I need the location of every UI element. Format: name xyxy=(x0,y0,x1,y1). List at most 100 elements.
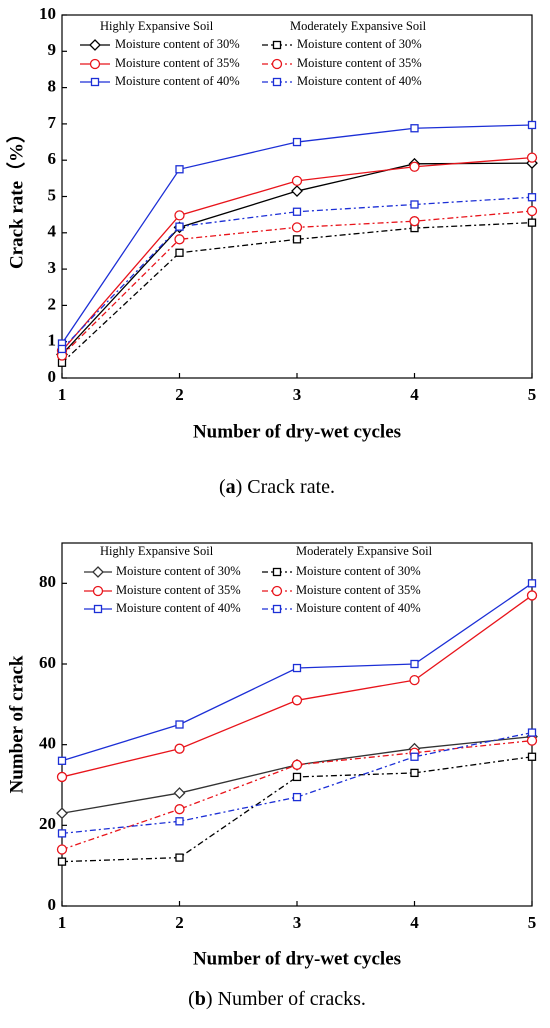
marker xyxy=(174,234,185,245)
y-tick-label: 0 xyxy=(48,895,57,914)
marker xyxy=(175,853,184,862)
x-axis-title: Number of dry-wet cycles xyxy=(193,421,401,442)
legend-group-title: Moderately Expansive Soil xyxy=(290,19,427,33)
marker xyxy=(527,120,537,130)
plot-frame xyxy=(61,542,533,907)
x-tick-label: 1 xyxy=(58,385,67,404)
marker xyxy=(527,752,537,761)
chart: 0 20 40 60 80 1 2 3 4 5 Number of dry-wet cycles Nu… xyxy=(6,542,538,1010)
marker xyxy=(272,77,282,87)
legend-label: Moisture content of 40% xyxy=(296,601,421,615)
legend-group-title: Moderately Expansive Soil xyxy=(296,544,433,558)
marker xyxy=(175,720,184,729)
caption-prefix: ( xyxy=(219,476,226,498)
series-line xyxy=(61,594,533,778)
marker xyxy=(291,759,303,770)
marker xyxy=(56,844,68,855)
marker xyxy=(292,207,302,216)
legend-label: Moisture content of 30% xyxy=(296,564,421,578)
marker xyxy=(409,216,420,227)
marker xyxy=(173,787,186,799)
x-tick-label: 3 xyxy=(293,913,302,932)
series-line xyxy=(61,124,533,344)
marker xyxy=(527,579,537,588)
marker xyxy=(410,752,419,761)
marker xyxy=(410,768,419,778)
x-tick-label: 2 xyxy=(175,385,184,404)
marker xyxy=(271,58,283,70)
x-tick-label: 2 xyxy=(175,913,184,932)
marker xyxy=(292,663,302,673)
marker xyxy=(409,674,420,686)
marker xyxy=(174,804,185,815)
marker xyxy=(527,218,537,227)
x-tick-label: 5 xyxy=(528,913,537,932)
marker xyxy=(527,728,537,737)
marker xyxy=(56,771,68,783)
caption-suffix: ) Number of cracks. xyxy=(206,988,366,1010)
y-axis-title: Crack rate（%） xyxy=(4,124,27,269)
legend-group-title: Highly Expansive Soil xyxy=(100,544,214,558)
y-tick-label: 60 xyxy=(39,653,56,672)
y-tick-label: 5 xyxy=(48,185,57,204)
y-tick-label: 0 xyxy=(48,367,57,386)
marker xyxy=(292,235,302,244)
y-tick-label: 9 xyxy=(48,40,57,59)
marker xyxy=(174,210,185,221)
series-line xyxy=(61,221,533,364)
marker xyxy=(292,772,302,782)
marker xyxy=(56,807,68,820)
series-line xyxy=(61,756,533,863)
series-line xyxy=(61,731,533,835)
x-tick-label: 1 xyxy=(58,913,67,932)
marker xyxy=(291,695,303,706)
marker xyxy=(92,585,104,597)
caption-label: a xyxy=(226,476,236,498)
marker xyxy=(526,205,538,217)
marker xyxy=(57,756,67,765)
legend-label: Moisture content of 35% xyxy=(116,583,241,597)
y-tick-label: 2 xyxy=(48,294,57,313)
y-tick-label: 3 xyxy=(48,258,57,277)
caption-label: b xyxy=(195,988,206,1010)
x-tick-label: 5 xyxy=(528,385,537,404)
x-tick-label: 4 xyxy=(410,913,419,932)
legend-label: Moisture content of 30% xyxy=(115,37,240,51)
legend-label: Moisture content of 40% xyxy=(297,74,422,88)
legend-label: Moisture content of 35% xyxy=(297,56,422,70)
series-line xyxy=(61,210,533,356)
marker xyxy=(291,222,303,233)
marker xyxy=(175,222,184,231)
caption-prefix: ( xyxy=(188,988,195,1010)
caption: (a) Crack rate. xyxy=(219,476,335,498)
legend-label: Moisture content of 30% xyxy=(297,37,422,51)
marker xyxy=(89,39,101,51)
y-tick-label: 7 xyxy=(48,113,57,132)
legend-group-title: Highly Expansive Soil xyxy=(100,19,214,33)
marker xyxy=(90,77,100,87)
marker xyxy=(526,152,538,163)
y-tick-label: 6 xyxy=(48,149,57,168)
marker xyxy=(92,566,104,578)
marker xyxy=(89,58,101,70)
marker xyxy=(174,743,185,754)
marker xyxy=(271,585,283,597)
caption-suffix: ) Crack rate. xyxy=(236,476,335,498)
marker xyxy=(57,829,67,838)
y-tick-label: 4 xyxy=(48,222,57,241)
marker xyxy=(57,344,67,354)
marker xyxy=(272,604,282,614)
legend-label: Moisture content of 30% xyxy=(116,564,241,578)
marker xyxy=(410,200,419,209)
legend-label: Moisture content of 35% xyxy=(296,583,421,597)
marker xyxy=(527,193,537,202)
marker xyxy=(175,248,184,257)
y-tick-label: 1 xyxy=(48,331,57,350)
marker xyxy=(291,185,303,197)
marker xyxy=(175,165,184,174)
y-tick-label: 20 xyxy=(39,814,56,833)
marker xyxy=(272,40,282,50)
y-tick-label: 80 xyxy=(39,572,56,591)
